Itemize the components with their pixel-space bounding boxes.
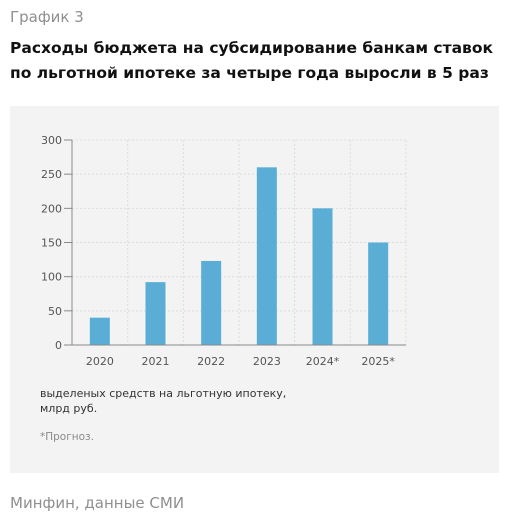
x-tick-label: 2023 — [253, 355, 281, 368]
y-tick-label: 300 — [41, 134, 62, 147]
chart-title: Расходы бюджета на субсидирование банкам… — [10, 39, 494, 82]
y-tick-label: 250 — [41, 168, 62, 181]
bar-2020 — [89, 317, 110, 345]
bar-chart: 0 50 100 150 200 250 300 2020 2021 2022 2023 2024* 2… — [41, 134, 407, 368]
y-tick-label: 100 — [41, 271, 62, 284]
bar-2023 — [256, 167, 277, 345]
chart-card: 0 50 100 150 200 250 300 2020 2021 2022 2023 2024* 2… — [10, 106, 499, 473]
x-tick-label: 2020 — [86, 355, 114, 368]
y-tick-label: 0 — [55, 339, 62, 352]
source-note: Минфин, данные СМИ — [10, 494, 185, 512]
bar-2025 — [368, 242, 389, 345]
x-tick-label: 2021 — [142, 355, 170, 368]
chart-note-line-1: выделеных средств на льготную ипотеку, — [40, 387, 287, 400]
bar-2022 — [201, 260, 222, 345]
y-tick-label: 50 — [48, 305, 62, 318]
chart-kicker: График 3 — [10, 8, 84, 26]
y-tick-label: 150 — [41, 237, 62, 250]
chart-note: выделеных средств на льготную ипотеку, м… — [40, 386, 286, 416]
forecast-note: *Прогноз. — [40, 431, 94, 443]
y-tick-label: 200 — [41, 202, 62, 215]
x-tick-label: 2022 — [197, 355, 225, 368]
chart-note-line-2: млрд руб. — [40, 402, 98, 415]
x-tick-label: 2024* — [306, 355, 340, 368]
x-tick-label: 2025* — [361, 355, 395, 368]
bar-2021 — [145, 282, 166, 345]
bar-2024 — [312, 208, 333, 345]
